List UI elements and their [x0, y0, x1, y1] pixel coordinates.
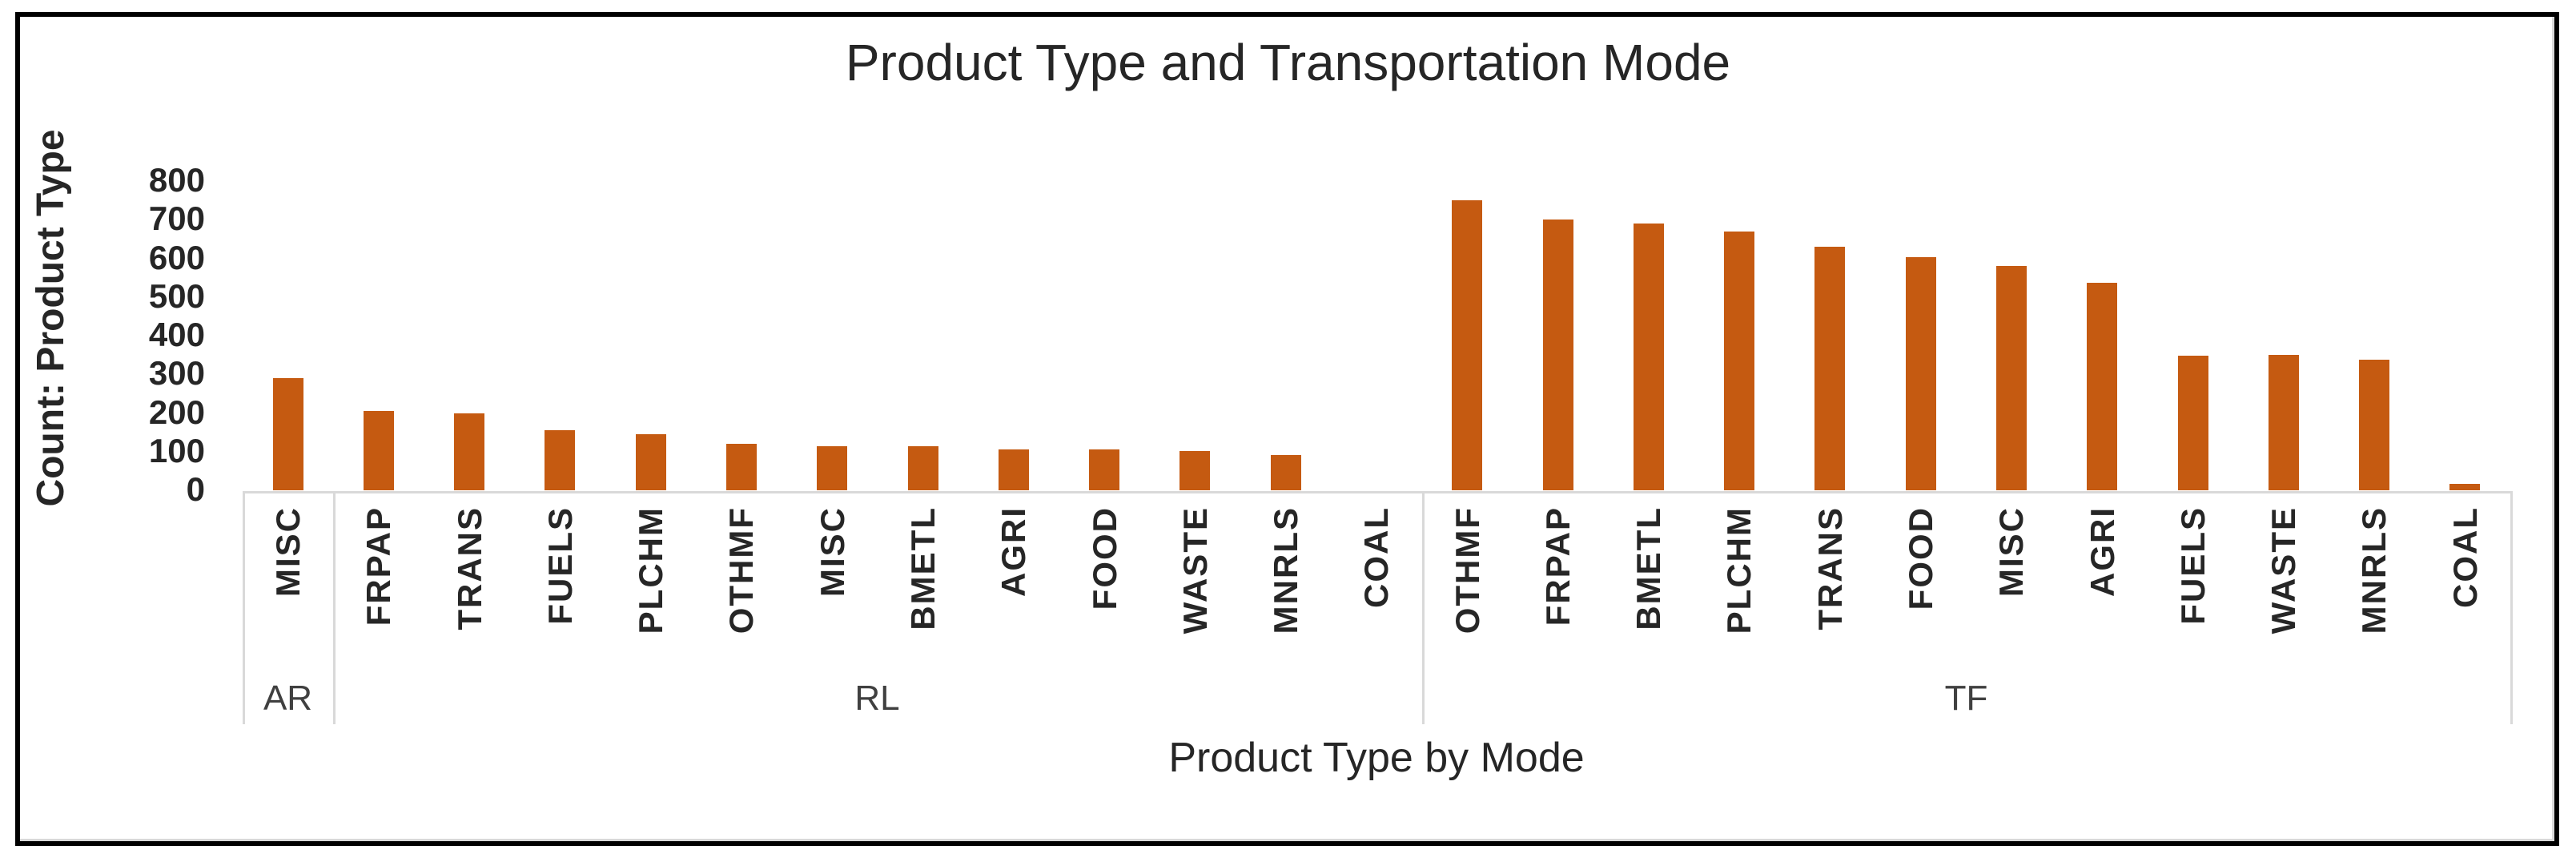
bar-tf-frpap[interactable] — [1543, 220, 1573, 490]
product-type-label: BMETL — [903, 506, 942, 630]
product-type-label: AGRI — [2083, 506, 2121, 597]
group-divider-line — [1422, 491, 1425, 724]
mode-label-ar: AR — [263, 679, 313, 718]
bar-tf-bmetl[interactable] — [1634, 224, 1664, 490]
group-divider-line — [243, 491, 245, 724]
y-tick-label: 0 — [186, 470, 205, 508]
product-type-label: OTHMF — [721, 506, 760, 634]
bar-tf-coal[interactable] — [2449, 484, 2480, 490]
y-tick-label: 200 — [148, 393, 205, 431]
y-tick-label: 100 — [148, 431, 205, 469]
bar-tf-plchm[interactable] — [1724, 232, 1754, 490]
axis-baseline — [243, 491, 2513, 493]
product-type-label: FRPAP — [359, 506, 397, 626]
y-tick-label: 400 — [148, 316, 205, 353]
bar-tf-othmf[interactable] — [1452, 200, 1482, 490]
product-type-label: PLCHM — [631, 506, 669, 634]
product-type-label: FOOD — [1901, 506, 1939, 610]
product-type-label: AGRI — [994, 506, 1032, 597]
bar-rl-trans[interactable] — [454, 413, 484, 490]
mode-label-tf: TF — [1944, 679, 1988, 718]
bar-rl-mnrls[interactable] — [1271, 455, 1301, 490]
group-divider-line — [333, 491, 336, 724]
bar-rl-plchm[interactable] — [636, 434, 666, 490]
bar-tf-fuels[interactable] — [2178, 356, 2208, 490]
product-type-label: FRPAP — [1538, 506, 1577, 626]
y-tick-label: 700 — [148, 199, 205, 238]
group-divider-line — [2510, 491, 2513, 724]
chart-border-frame — [15, 12, 2559, 846]
bar-tf-waste[interactable] — [2269, 355, 2299, 490]
y-axis-title: Count: Product Type — [30, 129, 72, 507]
y-tick-label: 600 — [148, 238, 205, 276]
product-type-label: BMETL — [1629, 506, 1667, 630]
product-type-label: PLCHM — [1719, 506, 1758, 634]
product-type-label: FUELS — [541, 506, 579, 625]
product-type-label: MISC — [268, 506, 307, 597]
product-type-label: TRANS — [1810, 506, 1849, 630]
bar-rl-agri[interactable] — [999, 449, 1029, 490]
y-tick-label: 500 — [148, 276, 205, 315]
y-tick-label: 300 — [148, 354, 205, 393]
bar-rl-fuels[interactable] — [545, 430, 575, 490]
product-type-label: COAL — [1356, 506, 1395, 608]
product-type-label: MNRLS — [2354, 506, 2393, 634]
product-type-label: OTHMF — [1448, 506, 1486, 634]
product-type-label: TRANS — [450, 506, 488, 630]
product-type-label: MNRLS — [1266, 506, 1304, 634]
product-type-label: WASTE — [2264, 506, 2302, 634]
bar-tf-agri[interactable] — [2087, 283, 2117, 490]
product-type-label: WASTE — [1175, 506, 1214, 634]
y-tick-label: 800 — [148, 161, 205, 199]
bar-ar-misc[interactable] — [273, 378, 303, 490]
bar-rl-frpap[interactable] — [364, 411, 394, 490]
product-type-label: FOOD — [1085, 506, 1123, 610]
product-type-label: MISC — [813, 506, 851, 597]
bar-rl-misc[interactable] — [817, 446, 847, 490]
bar-rl-waste[interactable] — [1179, 451, 1210, 490]
product-type-label: FUELS — [2173, 506, 2212, 625]
mode-label-rl: RL — [854, 679, 900, 718]
chart-title: Product Type and Transportation Mode — [845, 34, 1731, 91]
bar-tf-food[interactable] — [1906, 257, 1936, 490]
bar-rl-bmetl[interactable] — [908, 446, 938, 490]
bar-rl-food[interactable] — [1089, 449, 1119, 490]
bar-tf-mnrls[interactable] — [2359, 360, 2389, 490]
bar-tf-trans[interactable] — [1814, 247, 1845, 490]
bar-rl-othmf[interactable] — [726, 444, 757, 490]
product-type-label: COAL — [2445, 506, 2484, 608]
product-type-label: MISC — [1991, 506, 2030, 597]
bar-tf-misc[interactable] — [1996, 266, 2027, 490]
x-axis-title: Product Type by Mode — [1168, 735, 1585, 781]
